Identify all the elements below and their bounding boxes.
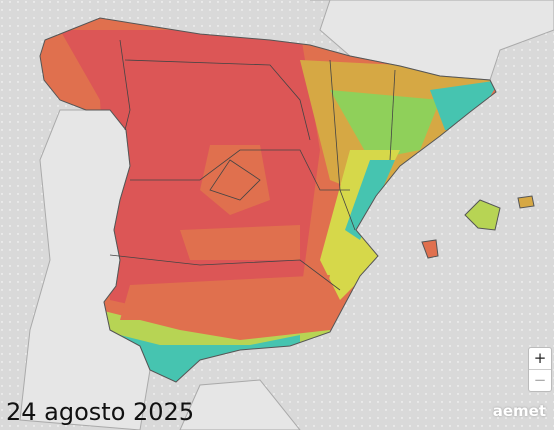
region-borders (109, 39, 396, 291)
menorca (517, 195, 535, 209)
mallorca (464, 199, 501, 231)
zoom-in[interactable]: + (533, 349, 547, 367)
logo: aemet (492, 402, 546, 420)
zoom-out[interactable]: − (529, 369, 551, 391)
ibiza (421, 239, 439, 259)
zoom-control: + − (528, 347, 552, 392)
africa (179, 379, 301, 430)
date-label: 24 agosto 2025 (6, 398, 195, 426)
spain-border (39, 17, 497, 383)
